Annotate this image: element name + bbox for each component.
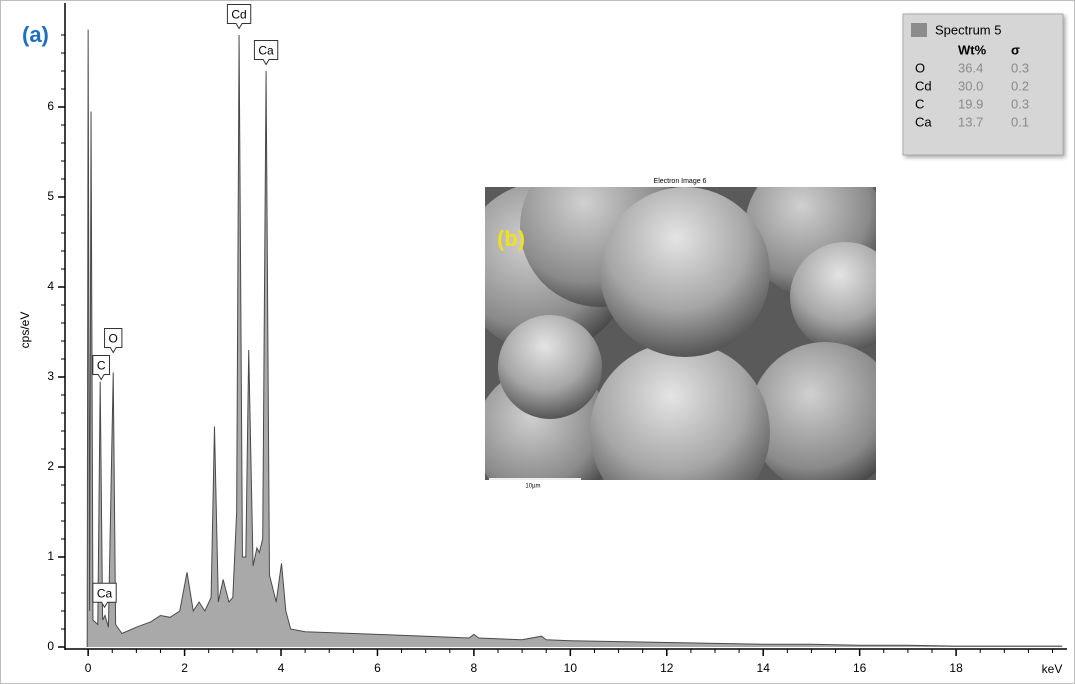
- legend-element: Ca: [915, 114, 932, 129]
- sem-particle: [498, 315, 602, 419]
- legend: Spectrum 5 Wt% σ O 36.4 0.3 Cd 30.0 0.2 C 19.9 0.3…: [903, 14, 1063, 155]
- y-tick-label: 5: [47, 189, 54, 203]
- x-tick-label: 14: [757, 661, 771, 675]
- panel-label: (a): [22, 22, 49, 47]
- sem-particle: [600, 187, 770, 357]
- y-tick-label: 0: [47, 639, 54, 653]
- sem-particle: [590, 342, 770, 522]
- legend-value: 0.3: [1011, 60, 1029, 75]
- legend-element: O: [915, 60, 925, 75]
- y-axis-label: cps/eV: [18, 312, 32, 349]
- peak-label: Cd: [231, 8, 246, 22]
- x-tick-label: 18: [949, 661, 963, 675]
- legend-element: C: [915, 96, 924, 111]
- sem-image: (b): [460, 147, 900, 522]
- legend-value: 30.0: [958, 78, 983, 93]
- legend-element: Cd: [915, 78, 932, 93]
- x-tick-label: 16: [853, 661, 867, 675]
- x-tick-label: 4: [278, 661, 285, 675]
- x-tick-label: 12: [660, 661, 674, 675]
- peak-annotation: C: [93, 356, 110, 380]
- sem-particle: [790, 242, 900, 352]
- inset: Electron Image 6 (b) 10µm: [460, 147, 900, 522]
- inset-label: (b): [497, 226, 525, 251]
- legend-value: 36.4: [958, 60, 983, 75]
- inset-title: Electron Image 6: [654, 178, 707, 185]
- y-tick-label: 1: [47, 549, 54, 563]
- peak-annotation: O: [105, 329, 122, 353]
- legend-title: Spectrum 5: [935, 22, 1001, 37]
- legend-value: 0.2: [1011, 78, 1029, 93]
- x-tick-label: 2: [181, 661, 188, 675]
- peak-annotation: Cd: [227, 5, 250, 29]
- y-tick-label: 6: [47, 99, 54, 113]
- peak-label: Ca: [258, 44, 274, 58]
- y-tick-label: 4: [47, 279, 54, 293]
- peak-label: O: [109, 332, 118, 346]
- scale-label: 10µm: [525, 484, 540, 490]
- legend-column-header: Wt%: [958, 42, 987, 57]
- x-tick-label: 8: [471, 661, 478, 675]
- chart: (a) cps/eV keV Electron Image 6 (b) 10µm…: [0, 0, 1075, 684]
- x-tick-label: 6: [374, 661, 381, 675]
- legend-value: 13.7: [958, 114, 983, 129]
- sem-particle: [750, 342, 900, 492]
- page: (a) cps/eV keV Electron Image 6 (b) 10µm…: [0, 0, 1075, 684]
- legend-swatch: [911, 23, 927, 37]
- x-axis-label: keV: [1042, 662, 1063, 676]
- legend-column-header: σ: [1011, 42, 1020, 57]
- legend-value: 0.1: [1011, 114, 1029, 129]
- peak-annotation: Ca: [254, 41, 277, 65]
- peak-label: Ca: [97, 586, 113, 600]
- y-tick-label: 2: [47, 459, 54, 473]
- peak-label: C: [97, 359, 106, 373]
- x-tick-label: 0: [85, 661, 92, 675]
- x-tick-label: 10: [564, 661, 578, 675]
- legend-value: 19.9: [958, 96, 983, 111]
- y-tick-label: 3: [47, 369, 54, 383]
- legend-value: 0.3: [1011, 96, 1029, 111]
